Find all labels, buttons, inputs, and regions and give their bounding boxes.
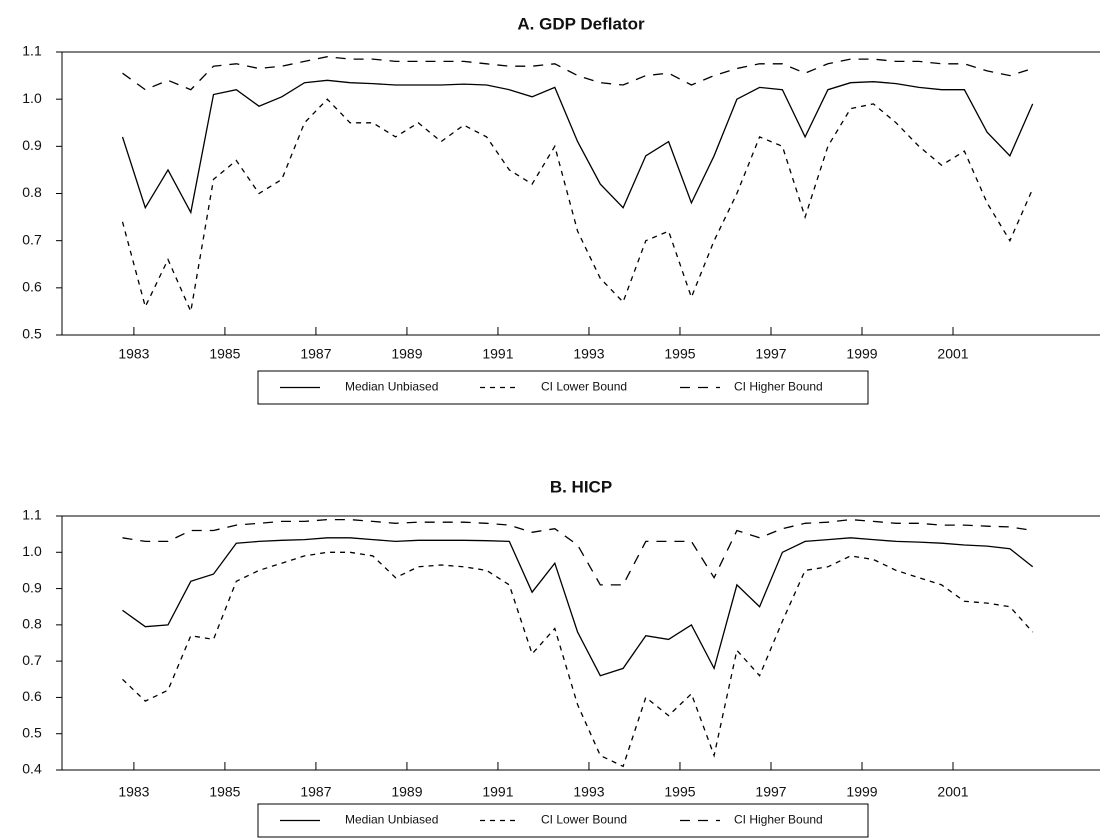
series-line (122, 551, 1034, 768)
x-tick-label: 1993 (573, 784, 604, 800)
chart-title: B. HICP (550, 477, 612, 496)
x-tick-label: 1993 (573, 346, 604, 362)
x-tick-label: 1999 (846, 784, 877, 800)
y-tick-label: 1.0 (22, 543, 42, 559)
legend-label: Median Unbiased (345, 813, 438, 827)
y-tick-label: 1.0 (22, 90, 42, 106)
y-tick-label: 0.8 (22, 184, 42, 200)
legend-label: CI Lower Bound (541, 813, 627, 827)
series-line (121, 98, 1034, 314)
y-tick-label: 1.1 (22, 43, 42, 59)
y-tick-label: 0.8 (22, 616, 42, 632)
series-line (121, 79, 1034, 215)
y-tick-label: 1.1 (22, 507, 42, 523)
chart-title: A. GDP Deflator (517, 14, 645, 33)
x-tick-label: 1987 (300, 346, 331, 362)
series-line (122, 518, 1033, 586)
y-tick-label: 0.7 (22, 652, 42, 668)
legend-box (257, 370, 869, 405)
x-tick-label: 1991 (482, 784, 513, 800)
legend-box (257, 803, 869, 838)
y-tick-label: 0.9 (22, 579, 42, 595)
legend-label: CI Higher Bound (734, 380, 823, 394)
y-tick-label: 0.6 (22, 279, 42, 295)
x-tick-label: 2001 (937, 784, 968, 800)
x-tick-label: 1997 (755, 346, 786, 362)
legend-label: CI Higher Bound (734, 813, 823, 827)
y-tick-label: 0.5 (22, 724, 42, 740)
series-line (122, 56, 1033, 91)
series-line (122, 537, 1034, 677)
x-tick-label: 1997 (755, 784, 786, 800)
x-tick-label: 1989 (391, 784, 422, 800)
x-tick-label: 1989 (391, 346, 422, 362)
legend-label: CI Lower Bound (541, 380, 627, 394)
x-tick-label: 1985 (209, 346, 240, 362)
y-tick-label: 0.4 (22, 761, 42, 777)
x-tick-label: 1983 (118, 784, 149, 800)
legend-label: Median Unbiased (345, 380, 438, 394)
x-tick-label: 1987 (300, 784, 331, 800)
x-tick-label: 1995 (664, 346, 695, 362)
x-tick-label: 1985 (209, 784, 240, 800)
x-tick-label: 1999 (846, 346, 877, 362)
x-tick-label: 1991 (482, 346, 513, 362)
x-tick-label: 1995 (664, 784, 695, 800)
y-tick-label: 0.5 (22, 326, 42, 342)
y-tick-label: 0.6 (22, 688, 42, 704)
y-tick-label: 0.9 (22, 137, 42, 153)
y-tick-label: 0.7 (22, 231, 42, 247)
x-tick-label: 2001 (937, 346, 968, 362)
x-tick-label: 1983 (118, 346, 149, 362)
